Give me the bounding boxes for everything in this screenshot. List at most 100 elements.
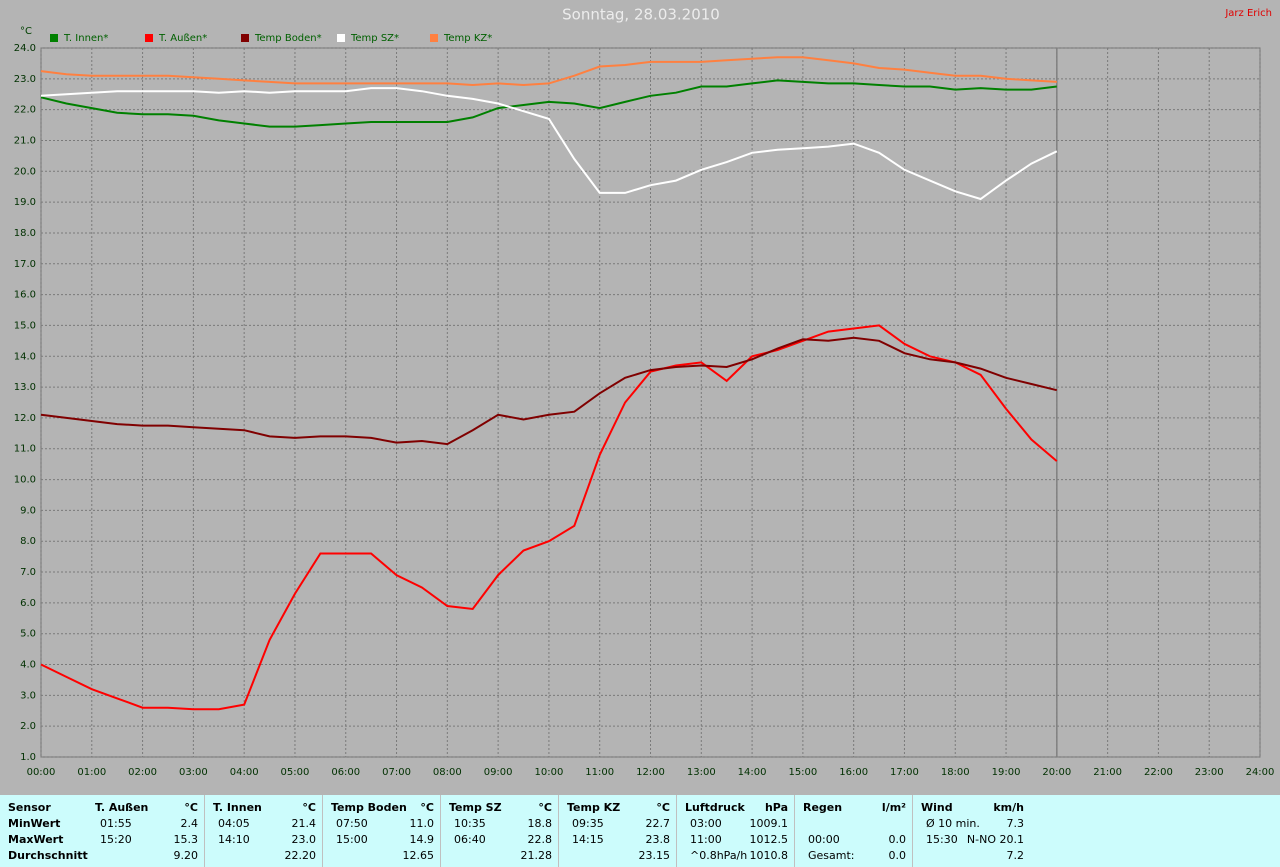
cell-value: 22.8 xyxy=(527,833,553,846)
cell-value: 11.0 xyxy=(409,817,435,830)
legend-swatch xyxy=(337,34,345,42)
cell-value: 21.28 xyxy=(520,849,553,862)
cell-time: 14:15 xyxy=(572,833,604,846)
x-tick-label: 05:00 xyxy=(281,767,310,778)
x-tick-label: 06:00 xyxy=(331,767,360,778)
cell-value: N-NO 20.1 xyxy=(966,833,1024,846)
author: Jarz Erich xyxy=(1224,8,1272,19)
cell-value: 12.65 xyxy=(402,849,435,862)
y-tick-label: 9.0 xyxy=(20,505,36,516)
cell-time: 07:50 xyxy=(336,817,368,830)
y-tick-label: 15.0 xyxy=(14,320,36,331)
cell-time: 15:00 xyxy=(336,833,368,846)
y-tick-label: 13.0 xyxy=(14,382,36,393)
group-unit: °C xyxy=(420,801,434,814)
cell-time: 11:00 xyxy=(690,833,722,846)
column-separator xyxy=(204,795,205,867)
legend-label: T. Außen* xyxy=(158,33,207,44)
legend-swatch xyxy=(241,34,249,42)
cell-value: 23.8 xyxy=(645,833,671,846)
group-unit: °C xyxy=(538,801,552,814)
y-tick-label: 16.0 xyxy=(14,290,36,301)
cell-time: 04:05 xyxy=(218,817,250,830)
cell-time: 09:35 xyxy=(572,817,604,830)
x-tick-label: 20:00 xyxy=(1042,767,1071,778)
y-tick-label: 18.0 xyxy=(14,228,36,239)
y-tick-label: 23.0 xyxy=(14,74,36,85)
group-unit: °C xyxy=(184,801,198,814)
legend-label: Temp Boden* xyxy=(254,33,322,44)
series-line xyxy=(40,324,1058,711)
group-unit: km/h xyxy=(993,801,1024,814)
chart: Sonntag, 28.03.2010 Jarz Erich °C 1.0 2.0… xyxy=(14,6,1275,779)
cell-time: 15:30 xyxy=(926,833,958,846)
x-tick-label: 19:00 xyxy=(992,767,1021,778)
column-separator xyxy=(676,795,677,867)
cell-value: 9.20 xyxy=(173,849,199,862)
x-tick-label: 15:00 xyxy=(788,767,817,778)
y-tick-label: 8.0 xyxy=(20,536,36,547)
group-unit: °C xyxy=(302,801,316,814)
y-tick-label: 3.0 xyxy=(20,690,36,701)
group-name: Regen xyxy=(803,801,843,814)
x-tick-label: 21:00 xyxy=(1093,767,1122,778)
x-tick-label: 00:00 xyxy=(27,767,56,778)
legend-swatch xyxy=(145,34,153,42)
group-name: T. Innen xyxy=(213,801,262,814)
x-tick-label: 07:00 xyxy=(382,767,411,778)
row-label: MinWert xyxy=(8,817,61,830)
legend-label: T. Innen* xyxy=(63,33,108,44)
series-line xyxy=(40,56,1057,87)
plot-border xyxy=(40,47,1261,758)
x-tick-label: 11:00 xyxy=(585,767,614,778)
legend-swatch xyxy=(430,34,438,42)
group-name: Luftdruck xyxy=(685,801,745,814)
cell-time: Gesamt: xyxy=(808,849,855,862)
cell-value: 22.20 xyxy=(284,849,317,862)
x-tick-label: 23:00 xyxy=(1195,767,1224,778)
y-tick-label: 24.0 xyxy=(14,43,36,54)
group-name: Temp Boden xyxy=(331,801,407,814)
cell-value: 1010.8 xyxy=(749,849,789,862)
y-tick-label: 5.0 xyxy=(20,629,36,640)
y-tick-label: 2.0 xyxy=(20,721,36,732)
cell-time: 06:40 xyxy=(454,833,486,846)
stats-table: Sensor MinWert MaxWert Durchschnitt T. Außen… xyxy=(0,795,1280,867)
cell-value: 7.2 xyxy=(1006,849,1025,862)
series-line xyxy=(40,87,1058,201)
group-name: Temp KZ xyxy=(567,801,621,814)
y-tick-label: 1.0 xyxy=(20,752,36,763)
column-separator xyxy=(322,795,323,867)
chart-title: Sonntag, 28.03.2010 xyxy=(562,6,720,24)
y-tick-label: 14.0 xyxy=(14,351,36,362)
table-header: Sensor xyxy=(8,801,51,814)
cell-value: 7.3 xyxy=(1006,817,1025,830)
cell-time: ^0.8hPa/h xyxy=(690,849,748,862)
cell-value: 18.8 xyxy=(527,817,553,830)
cell-value: 23.15 xyxy=(638,849,671,862)
legend-label: Temp SZ* xyxy=(350,33,399,44)
group-name: Temp SZ xyxy=(449,801,502,814)
group-name: T. Außen xyxy=(95,801,149,814)
row-label: MaxWert xyxy=(8,833,64,846)
cell-time: 03:00 xyxy=(690,817,722,830)
x-tick-label: 02:00 xyxy=(128,767,157,778)
y-tick-label: 10.0 xyxy=(14,475,36,486)
cell-value: 22.7 xyxy=(645,817,671,830)
y-tick-label: 19.0 xyxy=(14,197,36,208)
y-tick-label: 12.0 xyxy=(14,413,36,424)
cell-time: Ø 10 min. xyxy=(926,817,980,830)
y-tick-label: 17.0 xyxy=(14,259,36,270)
group-unit: l/m² xyxy=(881,801,906,814)
cell-value: 14.9 xyxy=(409,833,435,846)
cell-value: 1012.5 xyxy=(749,833,789,846)
row-label: Durchschnitt xyxy=(8,849,88,862)
x-tick-label: 08:00 xyxy=(433,767,462,778)
cell-time: 01:55 xyxy=(100,817,132,830)
x-tick-label: 03:00 xyxy=(179,767,208,778)
cell-value: 0.0 xyxy=(888,849,907,862)
cell-time: 10:35 xyxy=(454,817,486,830)
cell-value: 1009.1 xyxy=(749,817,789,830)
y-tick-label: 6.0 xyxy=(20,598,36,609)
x-tick-label: 10:00 xyxy=(535,767,564,778)
